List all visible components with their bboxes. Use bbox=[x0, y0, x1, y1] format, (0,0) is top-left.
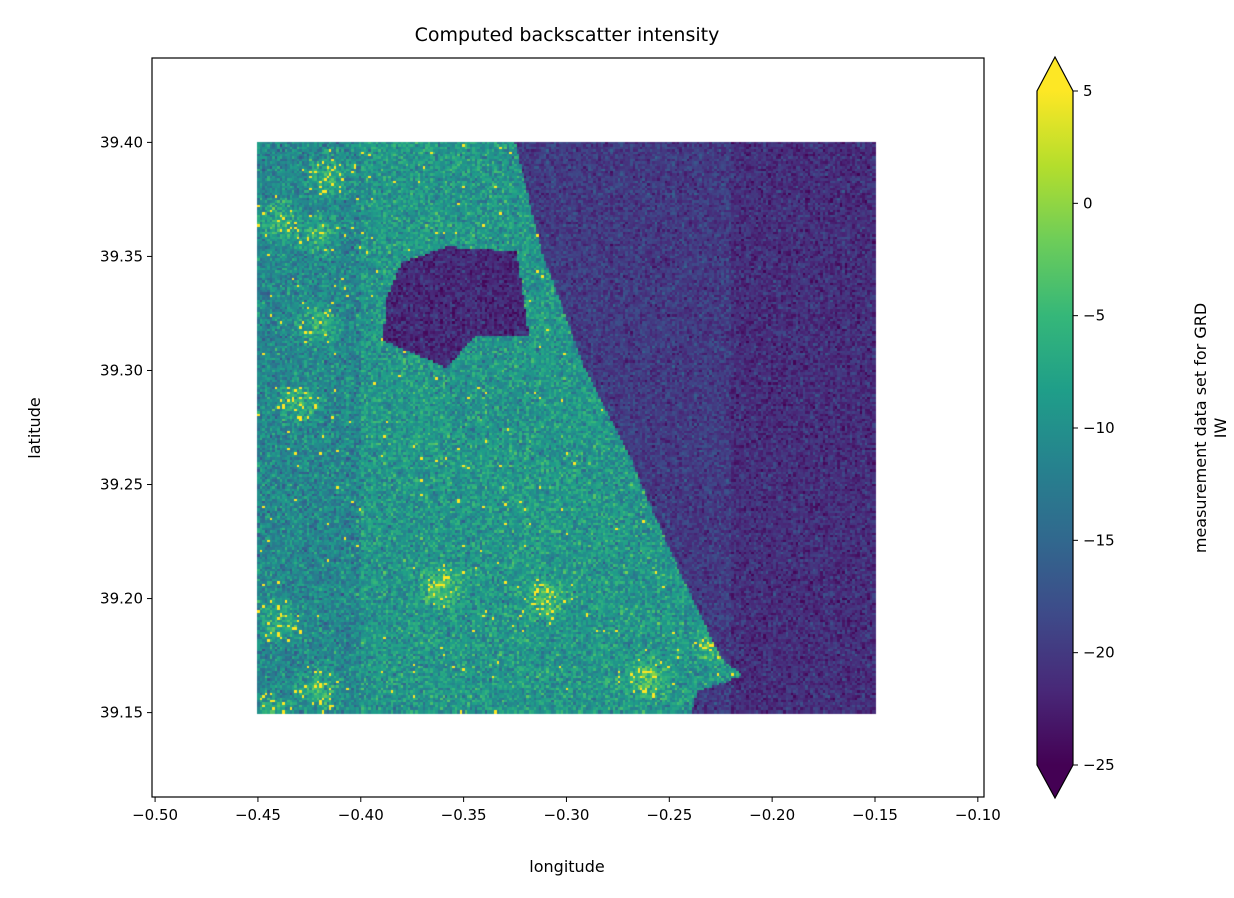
colorbar-tick-label: −5 bbox=[1083, 307, 1105, 325]
colorbar-tick-label: −15 bbox=[1083, 531, 1115, 549]
colorbar-tick-label: −10 bbox=[1083, 419, 1115, 437]
x-tick-label: −0.45 bbox=[235, 806, 281, 824]
colorbar-label-line1: measurement data set for GRD bbox=[1191, 303, 1210, 553]
y-tick-label: 39.25 bbox=[100, 476, 143, 494]
x-tick-label: −0.10 bbox=[955, 806, 1001, 824]
colorbar-gradient bbox=[1037, 91, 1073, 765]
colorbar-tick-label: −25 bbox=[1083, 756, 1115, 774]
x-tick-label: −0.50 bbox=[132, 806, 178, 824]
axes-frame bbox=[151, 57, 985, 798]
colorbar-tick-label: 0 bbox=[1083, 194, 1093, 212]
y-tick-label: 39.35 bbox=[100, 247, 143, 265]
x-tick-label: −0.35 bbox=[441, 806, 487, 824]
y-tick-label: 39.20 bbox=[100, 590, 143, 608]
y-tick-label: 39.15 bbox=[100, 704, 143, 722]
colorbar-extend-max bbox=[1037, 57, 1073, 91]
x-axis-ticks: −0.50 −0.45 −0.40 −0.35 −0.30 −0.25 −0.20 −0.15… bbox=[132, 797, 1001, 824]
colorbar-tick-label: −20 bbox=[1083, 644, 1115, 662]
x-tick-label: −0.25 bbox=[646, 806, 692, 824]
colorbar: 5 0 −5 −10 −15 −20 −25 measurement data set fo… bbox=[1036, 55, 1230, 800]
x-tick-label: −0.40 bbox=[338, 806, 384, 824]
x-axis-label: longitude bbox=[529, 857, 604, 876]
chart-title: Computed backscatter intensity bbox=[415, 24, 720, 46]
y-axis-label: latitude bbox=[25, 397, 44, 458]
x-tick-label: −0.20 bbox=[749, 806, 795, 824]
y-tick-label: 39.40 bbox=[100, 133, 143, 151]
colorbar-label-line2: IW bbox=[1211, 418, 1230, 439]
colorbar-tick-label: 5 bbox=[1083, 82, 1093, 100]
colorbar-extend-min bbox=[1037, 765, 1073, 798]
y-tick-label: 39.30 bbox=[100, 361, 143, 379]
y-axis-ticks: 39.15 39.20 39.25 39.30 39.35 39.40 bbox=[100, 133, 152, 722]
colorbar-ticks: 5 0 −5 −10 −15 −20 −25 bbox=[1073, 82, 1115, 774]
x-tick-label: −0.15 bbox=[852, 806, 898, 824]
x-tick-label: −0.30 bbox=[543, 806, 589, 824]
